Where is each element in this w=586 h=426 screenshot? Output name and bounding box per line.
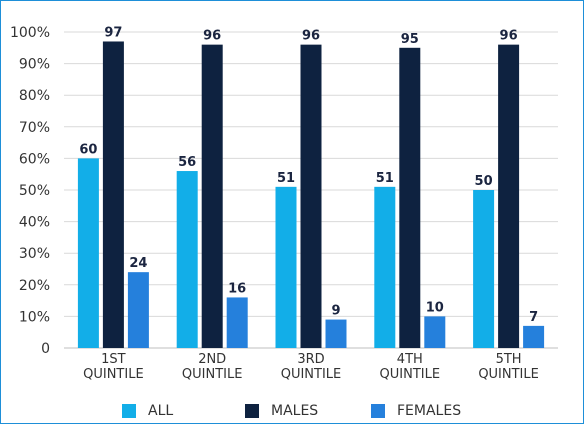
- x-tick-label: 5TH: [496, 352, 522, 367]
- y-tick-label: 30%: [19, 246, 50, 262]
- data-label: 97: [104, 25, 122, 40]
- y-tick-label: 80%: [19, 88, 50, 104]
- legend-swatch: [245, 404, 259, 418]
- y-tick-label: 20%: [19, 278, 50, 294]
- x-tick-label: QUINTILE: [281, 367, 342, 382]
- data-label: 16: [228, 281, 246, 296]
- legend: ALL MALES FEMALES: [0, 400, 586, 422]
- legend-label: MALES: [271, 403, 319, 419]
- data-label: 51: [376, 171, 394, 186]
- legend-label: ALL: [148, 403, 174, 419]
- y-tick-label: 50%: [19, 183, 50, 199]
- data-label: 50: [475, 174, 493, 189]
- data-label: 56: [178, 155, 196, 170]
- legend-label: FEMALES: [397, 403, 462, 419]
- legend-item-all: ALL: [122, 400, 173, 422]
- bar-chart: 010%20%30%40%50%60%70%80%90%100%6097241S…: [10, 25, 558, 382]
- y-tick-label: 60%: [19, 151, 50, 167]
- x-tick-label: 4TH: [397, 352, 423, 367]
- legend-swatch: [371, 404, 385, 418]
- bar-females: [325, 319, 347, 348]
- data-label: 96: [500, 29, 518, 44]
- data-label: 95: [401, 32, 419, 47]
- bar-females: [127, 272, 149, 348]
- data-label: 9: [331, 304, 340, 319]
- y-tick-label: 70%: [19, 120, 50, 136]
- data-label: 7: [529, 310, 538, 325]
- bar-males: [399, 47, 421, 349]
- bar-all: [275, 186, 297, 348]
- y-tick-label: 0: [41, 341, 50, 357]
- x-tick-label: QUINTILE: [83, 367, 144, 382]
- bar-males: [102, 41, 124, 348]
- data-label: 24: [129, 256, 147, 271]
- bar-females: [424, 316, 446, 348]
- legend-item-females: FEMALES: [371, 400, 461, 422]
- legend-item-males: MALES: [245, 400, 318, 422]
- x-tick-label: QUINTILE: [478, 367, 539, 382]
- bar-females: [226, 297, 248, 348]
- y-tick-label: 90%: [19, 57, 50, 73]
- y-tick-label: 100%: [10, 25, 50, 41]
- data-label: 60: [79, 142, 97, 157]
- x-tick-label: QUINTILE: [182, 367, 243, 382]
- x-tick-label: QUINTILE: [380, 367, 441, 382]
- bar-all: [176, 171, 198, 348]
- bar-all: [473, 190, 495, 348]
- y-tick-label: 10%: [19, 309, 50, 325]
- bar-males: [300, 44, 322, 348]
- bar-females: [523, 325, 545, 348]
- x-tick-label: 1ST: [101, 352, 126, 367]
- x-tick-label: 2ND: [198, 352, 226, 367]
- data-label: 96: [302, 29, 320, 44]
- y-tick-label: 40%: [19, 215, 50, 231]
- bar-males: [201, 44, 223, 348]
- legend-swatch: [122, 404, 136, 418]
- x-tick-label: 3RD: [297, 352, 324, 367]
- data-label: 10: [426, 300, 444, 315]
- bar-all: [77, 158, 99, 348]
- data-label: 51: [277, 171, 295, 186]
- data-label: 96: [203, 29, 221, 44]
- bar-males: [498, 44, 520, 348]
- bar-all: [374, 186, 396, 348]
